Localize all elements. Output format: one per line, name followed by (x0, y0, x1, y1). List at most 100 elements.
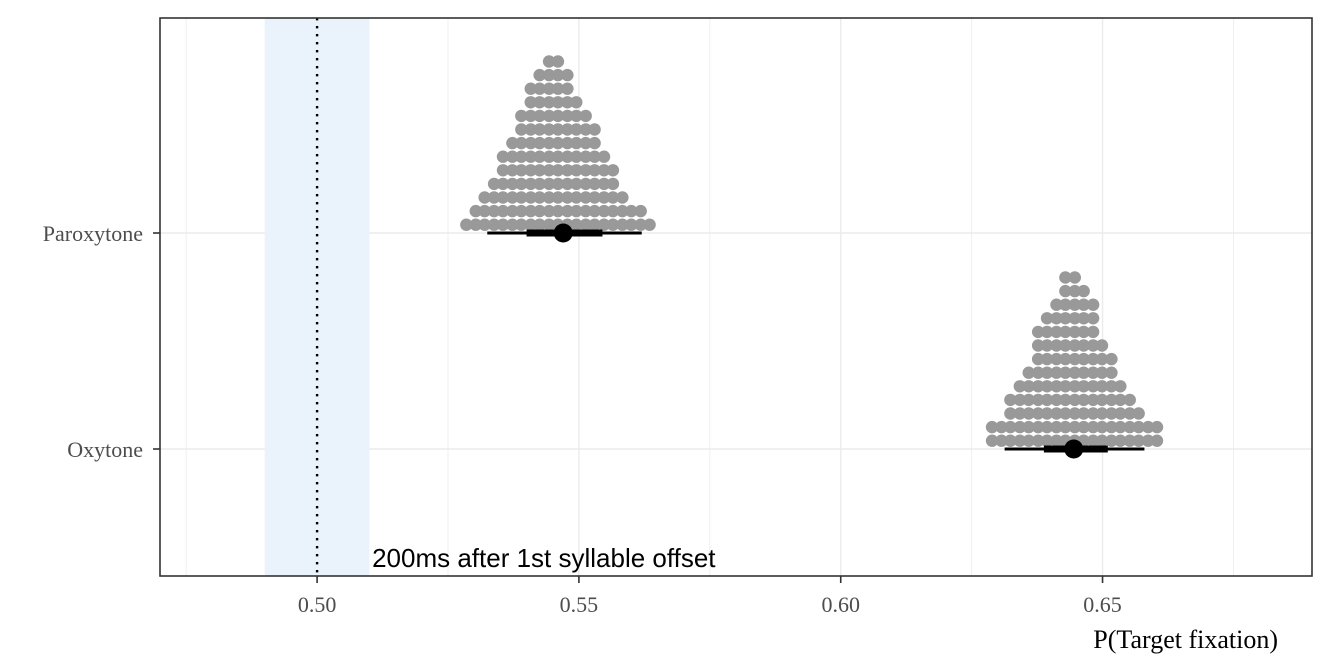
dot (579, 191, 592, 204)
dot (533, 204, 546, 218)
dot (634, 218, 647, 231)
dot (524, 177, 537, 191)
dot (561, 109, 574, 123)
dot (1059, 380, 1072, 393)
dot (1059, 366, 1072, 379)
x-axis: 0.50 0.55 0.60 0.65 (298, 576, 1122, 617)
dot (551, 96, 565, 109)
dot (533, 123, 546, 136)
dot (588, 218, 601, 231)
dot (1050, 298, 1063, 311)
dot (460, 218, 473, 231)
dot (1114, 434, 1127, 447)
dot (588, 136, 601, 150)
dot (1141, 434, 1155, 447)
dot (533, 150, 546, 163)
dot (1077, 393, 1090, 407)
dot (995, 434, 1008, 447)
dot (1150, 434, 1164, 447)
dot (1059, 298, 1072, 311)
dot (1050, 312, 1063, 325)
dot (1068, 339, 1081, 352)
dot (496, 191, 510, 204)
dot (533, 68, 546, 82)
dot (551, 55, 565, 68)
dot (1086, 339, 1100, 352)
dot (597, 191, 611, 204)
dot (1013, 407, 1027, 420)
dot (551, 136, 565, 150)
dot (515, 191, 528, 204)
dot (487, 204, 501, 218)
dot (496, 204, 510, 218)
dot (1050, 380, 1063, 393)
dot (1013, 393, 1027, 407)
dot (1077, 312, 1090, 325)
dot (1050, 325, 1063, 339)
dot (570, 218, 583, 231)
dot (1068, 407, 1081, 420)
dot (524, 136, 537, 150)
dot (542, 109, 556, 123)
dot (496, 218, 510, 231)
dot (1040, 407, 1054, 420)
dot (1059, 393, 1072, 407)
dot (1114, 393, 1127, 407)
dot (1050, 420, 1063, 434)
dot (985, 420, 999, 434)
point-estimate (1064, 439, 1084, 459)
dot (1077, 284, 1090, 298)
dot (1031, 420, 1045, 434)
dot (478, 204, 491, 218)
dot (1059, 407, 1072, 420)
dot (515, 136, 528, 150)
dot (1068, 312, 1081, 325)
dot (1086, 380, 1100, 393)
dot (524, 123, 537, 136)
dot (561, 82, 574, 95)
dot (551, 123, 565, 136)
dot (1050, 366, 1063, 379)
dot (1105, 380, 1118, 393)
dot (551, 164, 565, 177)
dot (579, 150, 592, 163)
x-tick-label: 0.65 (1083, 592, 1122, 617)
dot (1040, 380, 1054, 393)
dot (551, 68, 565, 82)
dot (1031, 339, 1045, 352)
dot (570, 109, 583, 123)
dot (1022, 380, 1035, 393)
dot (1086, 420, 1100, 434)
x-tick-label: 0.55 (560, 592, 599, 617)
dot (570, 123, 583, 136)
point-estimate (553, 223, 573, 243)
dot (515, 177, 528, 191)
dot (1022, 420, 1035, 434)
dot (524, 150, 537, 163)
dot (606, 164, 620, 177)
dot (1004, 434, 1017, 447)
dot (487, 177, 501, 191)
dot (985, 434, 999, 447)
dot (1050, 407, 1063, 420)
dot (1022, 366, 1035, 379)
dot (506, 150, 519, 163)
dot (1086, 407, 1100, 420)
dot (561, 191, 574, 204)
dot (506, 164, 519, 177)
dot (1040, 393, 1054, 407)
dot (1059, 325, 1072, 339)
dot (1059, 339, 1072, 352)
dot (561, 123, 574, 136)
dot (1050, 434, 1063, 447)
dot (1031, 393, 1045, 407)
dot (1068, 271, 1081, 284)
dot (1068, 380, 1081, 393)
dot (1031, 325, 1045, 339)
dot (1132, 434, 1145, 447)
dot (1114, 407, 1127, 420)
dot (1050, 352, 1063, 366)
dot (533, 82, 546, 95)
dot (1040, 352, 1054, 366)
dot (469, 204, 482, 218)
